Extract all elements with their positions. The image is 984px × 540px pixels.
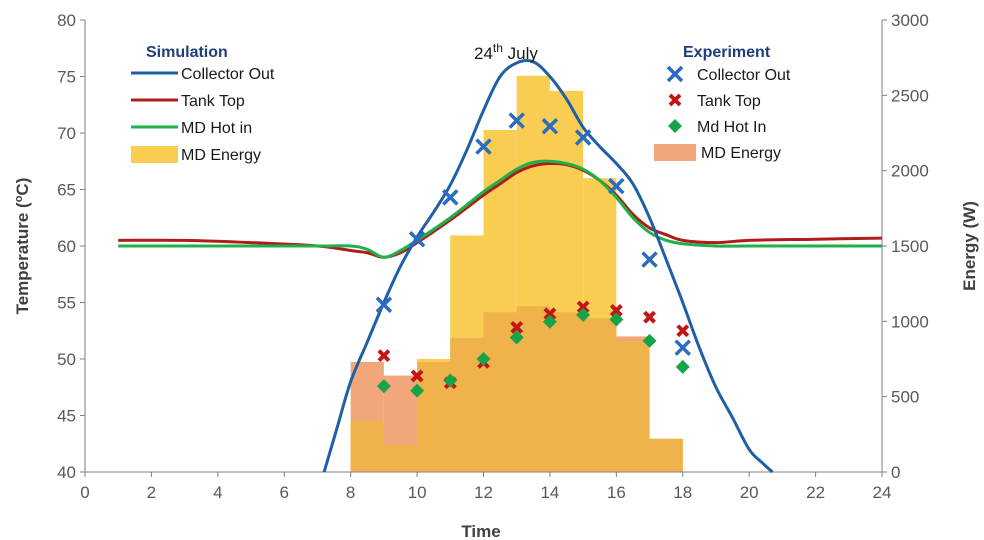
y-right-axis-title: Energy (W) bbox=[960, 201, 979, 291]
experiment-collector-out-point bbox=[574, 129, 592, 146]
experiment-md-hot-in-point bbox=[576, 307, 591, 322]
y-right-tick-label: 3000 bbox=[891, 11, 929, 30]
experiment-md-hot-in-point bbox=[642, 333, 657, 348]
experiment-md-hot-in-point bbox=[410, 383, 425, 398]
y-left-tick-label: 60 bbox=[57, 237, 76, 256]
y-left-tick-label: 75 bbox=[57, 68, 76, 87]
y-right-tick-label: 500 bbox=[891, 388, 919, 407]
experiment-md-hot-in-point bbox=[376, 379, 391, 394]
experiment-tank-top-point bbox=[510, 320, 524, 334]
y-left-tick-label: 40 bbox=[57, 463, 76, 482]
legend-simulation-title: Simulation bbox=[146, 44, 228, 61]
y-right-tick-label: 1500 bbox=[891, 237, 929, 256]
md-energy-overlap-bar bbox=[649, 438, 683, 472]
simulation-md-hot-in-line bbox=[118, 159, 882, 259]
x-tick-label: 0 bbox=[80, 483, 89, 502]
legend-simulation-label: Tank Top bbox=[181, 93, 245, 110]
x-tick-label: 6 bbox=[280, 483, 289, 502]
y-left-tick-label: 50 bbox=[57, 350, 76, 369]
legend-simulation-label: MD Hot in bbox=[181, 120, 252, 137]
legend-simulation-label: Collector Out bbox=[181, 66, 275, 83]
simulation-lines bbox=[118, 59, 883, 474]
x-tick-label: 2 bbox=[147, 483, 156, 502]
experiment-tank-top-point bbox=[676, 324, 690, 338]
x-tick-label: 18 bbox=[673, 483, 692, 502]
legend: Simulation Collector Out Tank Top MD Hot in… bbox=[131, 44, 791, 164]
experiment-tank-top-point bbox=[543, 307, 557, 321]
y-right-tick-label: 1000 bbox=[891, 312, 929, 331]
experiment-tank-top-point bbox=[410, 369, 424, 383]
legend-simulation-swatch bbox=[131, 146, 178, 163]
y-left-axis-title: Temperature (oC) bbox=[13, 178, 32, 315]
y-left-tick-label: 70 bbox=[57, 124, 76, 143]
experiment-md-hot-in-point bbox=[675, 359, 690, 374]
axes: 0 2 4 6 8 10 12 14 16 18 20 22 244045505560657075800… bbox=[57, 11, 929, 502]
experiment-markers bbox=[375, 112, 691, 398]
experiment-md-hot-in-point bbox=[542, 314, 557, 329]
y-right-tick-label: 0 bbox=[891, 463, 900, 482]
y-right-tick-label: 2500 bbox=[891, 86, 929, 105]
y-left-tick-label: 45 bbox=[57, 407, 76, 426]
experiment-collector-out-point bbox=[475, 138, 492, 155]
simulation-collector-out-line bbox=[322, 59, 774, 474]
md-energy-overlap-bar bbox=[383, 444, 418, 472]
experiment-md-hot-in-point bbox=[476, 352, 491, 366]
x-tick-label: 4 bbox=[213, 483, 222, 502]
legend-experiment-swatch bbox=[666, 65, 684, 83]
md-energy-overlap-bar bbox=[583, 318, 617, 472]
y-left-tick-label: 80 bbox=[57, 11, 76, 30]
legend-experiment-title: Experiment bbox=[683, 44, 771, 61]
x-tick-label: 14 bbox=[540, 483, 559, 502]
experiment-md-hot-in-point bbox=[443, 373, 458, 388]
md-energy-overlap-bar bbox=[350, 420, 384, 472]
experiment-collector-out-point bbox=[442, 189, 459, 206]
legend-experiment-label: Collector Out bbox=[697, 67, 791, 84]
simulation-energy-bars bbox=[350, 75, 683, 473]
y-right-tick-label: 2000 bbox=[891, 162, 929, 181]
experiment-collector-out-point bbox=[608, 177, 625, 195]
legend-experiment-label: Md Hot In bbox=[697, 119, 766, 136]
x-tick-label: 24 bbox=[873, 483, 892, 502]
date-annotation: 24th July bbox=[474, 41, 538, 63]
x-tick-label: 22 bbox=[806, 483, 825, 502]
experiment-collector-out-point bbox=[375, 296, 393, 313]
legend-simulation-label: MD Energy bbox=[181, 147, 261, 164]
x-axis-title: Time bbox=[461, 522, 500, 540]
experiment-tank-top-point bbox=[643, 310, 656, 324]
md-energy-overlap-bar bbox=[616, 340, 650, 472]
legend-experiment-label: Tank Top bbox=[697, 93, 761, 110]
md-energy-overlap-bar bbox=[516, 306, 550, 472]
legend-experiment-swatch bbox=[668, 119, 682, 133]
x-tick-label: 10 bbox=[408, 483, 427, 502]
experiment-md-hot-in-point bbox=[509, 330, 524, 345]
x-tick-label: 16 bbox=[607, 483, 626, 502]
experiment-collector-out-point bbox=[408, 230, 426, 248]
experiment-md-hot-in-point bbox=[609, 312, 624, 327]
y-left-tick-label: 55 bbox=[57, 294, 76, 313]
md-energy-overlap-bar bbox=[549, 312, 584, 472]
x-tick-label: 20 bbox=[740, 483, 759, 502]
experiment-collector-out-point bbox=[508, 112, 525, 129]
legend-experiment-label: MD Energy bbox=[701, 145, 781, 162]
experiment-tank-top-point bbox=[576, 300, 590, 314]
x-tick-label: 8 bbox=[346, 483, 355, 502]
experiment-collector-out-point bbox=[674, 339, 691, 356]
simulation-tank-top-line bbox=[118, 161, 883, 259]
experiment-collector-out-point bbox=[641, 251, 658, 268]
experiment-tank-top-point bbox=[377, 349, 391, 363]
x-tick-label: 12 bbox=[474, 483, 493, 502]
y-left-tick-label: 65 bbox=[57, 181, 76, 200]
experiment-collector-out-point bbox=[541, 117, 559, 135]
legend-experiment-swatch bbox=[654, 144, 696, 161]
experiment-tank-top-point bbox=[609, 303, 623, 317]
legend-experiment-swatch bbox=[668, 93, 682, 107]
